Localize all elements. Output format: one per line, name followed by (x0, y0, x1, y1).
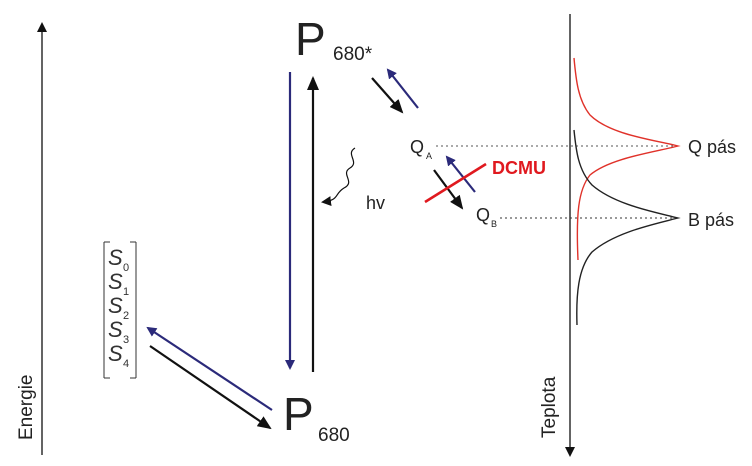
s-state-subscript: 1 (123, 286, 129, 298)
s-state-subscript: 4 (123, 358, 129, 370)
qb-letter: Q (476, 205, 490, 225)
qb-label: Q B (476, 205, 497, 229)
qb-subscript: B (491, 219, 497, 229)
qa-letter: Q (410, 137, 424, 157)
s-state-back-arrow (146, 326, 273, 411)
temperature-axis-label: Teplota (539, 376, 560, 438)
s-state-letter: S (108, 269, 123, 294)
p680-excited-letter: P (295, 13, 326, 65)
p680-subscript: 680 (318, 425, 350, 446)
s-states-box: S 0S 1S 2S 3S 4 (103, 241, 137, 379)
q-band-curve (573, 57, 681, 261)
p680-excited-subscript: 680* (333, 44, 373, 65)
s-state-letter: S (108, 293, 123, 318)
qa-subscript: A (426, 151, 432, 161)
s-state-letter: S (108, 341, 123, 366)
s-state-letter: S (108, 317, 123, 342)
back-transfer-from-qb-arrow (445, 155, 476, 193)
p680-label: P 680 (283, 388, 350, 446)
photon-wave-icon (321, 147, 356, 207)
s-state-subscript: 2 (123, 310, 129, 322)
electron-transfer-to-qa-arrow (371, 77, 404, 114)
s-state-letter: S (108, 245, 123, 270)
p680-excited-label: P 680* (295, 13, 373, 65)
p680-letter: P (283, 388, 314, 440)
q-band-label: Q pás (688, 137, 736, 157)
photon-label: hv (366, 193, 385, 213)
b-band-curve (573, 129, 681, 326)
dcmu-label: DCMU (492, 158, 546, 178)
s-state-subscript: 0 (123, 262, 129, 274)
back-transfer-from-qa-arrow (386, 68, 419, 109)
energy-axis-label: Energie (16, 375, 37, 441)
qa-label: Q A (410, 137, 432, 161)
dcmu-block-line (424, 162, 487, 204)
b-band-label: B pás (688, 210, 734, 230)
s-state-forward-arrow (149, 345, 272, 430)
s-state-subscript: 3 (123, 334, 129, 346)
